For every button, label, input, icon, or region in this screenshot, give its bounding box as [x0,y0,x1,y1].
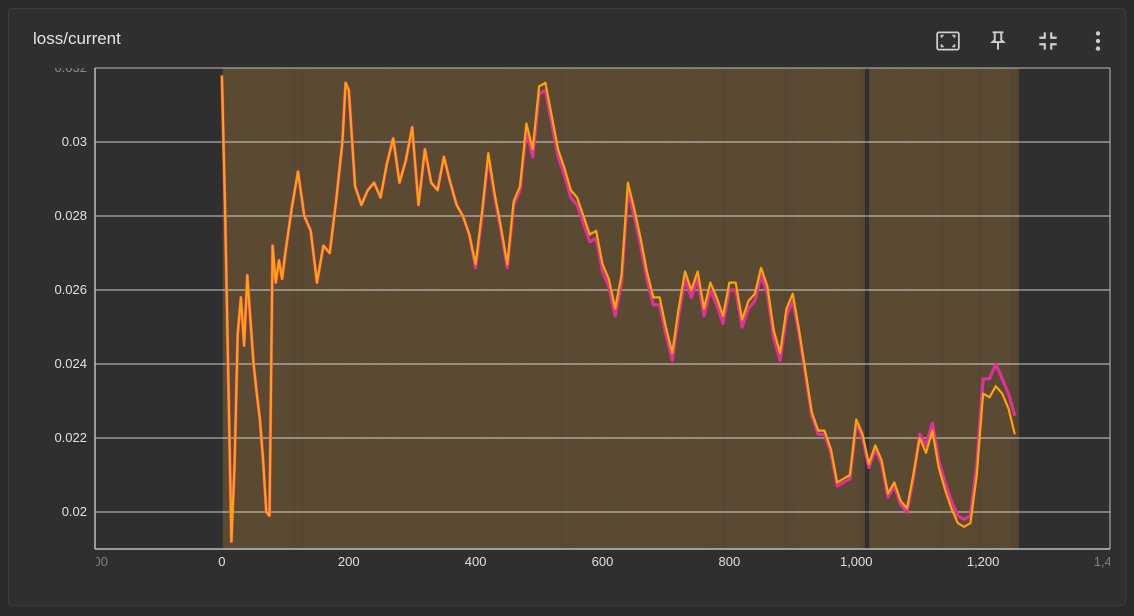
card-toolbar [929,23,1117,59]
x-tick-label: 1,200 [967,554,1000,569]
raw-data-bar [909,68,916,549]
raw-data-bar [936,68,945,549]
raw-data-bar [956,68,962,549]
raw-data-bar [856,68,865,549]
fit-domain-icon [936,31,960,51]
x-tick-label: 600 [592,554,614,569]
y-tick-label-clipped: 0.032 [54,60,87,75]
pin-icon [990,31,1006,50]
raw-data-bar [290,68,298,549]
y-tick-label: 0.026 [54,282,87,297]
raw-data-bar [257,68,264,549]
raw-data-bar [986,68,993,549]
raw-data-bar [369,68,377,549]
raw-data-bar [645,68,653,549]
raw-data-bar [719,68,725,549]
more-button[interactable] [1079,23,1117,59]
x-tick-label-clipped: -200 [82,554,108,569]
smoothed-main-line[interactable] [220,75,1016,543]
x-tick-label: 400 [465,554,487,569]
raw-data-bar [499,68,508,549]
x-tick-label: 0 [218,554,225,569]
raw-data-bar [711,68,718,549]
raw-data-bar [679,68,686,549]
y-tick-label: 0.022 [54,430,87,445]
collapse-button[interactable] [1029,23,1067,59]
x-tick-label: 1,000 [840,554,873,569]
raw-data-bar [975,68,984,549]
raw-data-bar [1008,68,1014,549]
y-tick-label: 0.02 [62,504,87,519]
y-tick-label: 0.024 [54,356,87,371]
y-tick-label: 0.028 [54,208,87,223]
raw-data-bar [1004,68,1011,549]
raw-data-bar [469,68,476,549]
raw-data-bar [432,68,441,549]
raw-data-bar [726,68,735,549]
raw-data-bar [778,68,785,549]
pin-button[interactable] [979,23,1017,59]
y-tick-label: 0.03 [62,134,87,149]
collapse-icon [1039,32,1057,50]
raw-data-bar [748,68,756,549]
raw-data-bar [284,68,291,549]
raw-data-bar [969,68,976,549]
x-tick-label: 200 [338,554,360,569]
raw-data-bar [488,68,494,549]
raw-data-bar [813,68,820,549]
raw-data-bar [462,68,472,549]
x-tick-label: 800 [719,554,741,569]
x-tick-label-clipped: 1,400 [1094,554,1127,569]
raw-data-bar [1013,68,1019,549]
fit-domain-button[interactable] [929,23,967,59]
card-title: loss/current [33,29,121,48]
more-vert-icon [1095,31,1101,51]
raw-data-bar [251,68,258,549]
raw-data-bar [555,68,562,549]
